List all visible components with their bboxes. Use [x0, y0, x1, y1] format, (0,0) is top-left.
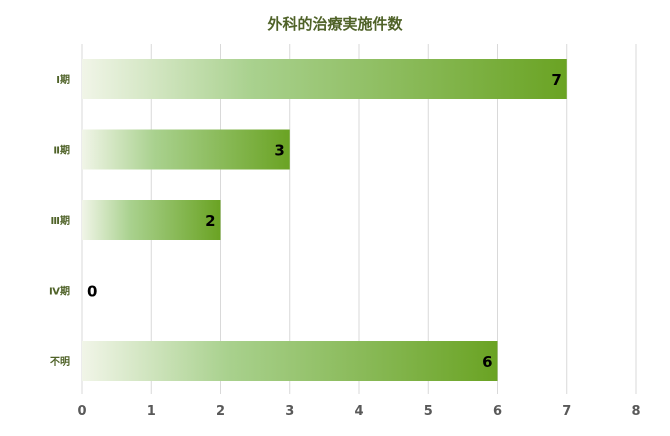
category-label: Ⅲ期 — [51, 214, 70, 227]
x-tick-label: 8 — [631, 404, 640, 419]
x-axis-tick-labels: 0 1 2 3 4 5 6 7 8 — [77, 404, 640, 419]
x-tick-label: 1 — [147, 404, 156, 419]
category-label: Ⅰ期 — [56, 73, 70, 86]
x-tick-label: 0 — [77, 404, 86, 419]
x-tick-label: 3 — [285, 404, 294, 419]
bar — [82, 129, 290, 170]
bars — [82, 59, 567, 381]
data-label: 7 — [551, 71, 561, 89]
data-label: 2 — [205, 212, 215, 230]
chart-title: 外科的治療実施件数 — [266, 15, 403, 33]
bar — [82, 59, 567, 99]
category-label: Ⅱ期 — [53, 144, 70, 157]
x-tick-label: 4 — [354, 404, 363, 419]
data-label: 0 — [87, 283, 97, 301]
x-tick-label: 6 — [493, 404, 502, 419]
bar — [82, 200, 221, 240]
gridlines — [81, 44, 637, 394]
x-tick-label: 7 — [562, 404, 571, 419]
data-labels: 7 3 2 0 6 — [87, 71, 562, 371]
data-label: 3 — [274, 142, 284, 160]
x-tick-label: 5 — [424, 404, 433, 419]
x-tick-label: 2 — [216, 404, 225, 419]
data-label: 6 — [482, 353, 492, 371]
category-label: Ⅳ期 — [49, 285, 70, 298]
category-label: 不明 — [50, 356, 70, 368]
bar — [82, 341, 498, 381]
